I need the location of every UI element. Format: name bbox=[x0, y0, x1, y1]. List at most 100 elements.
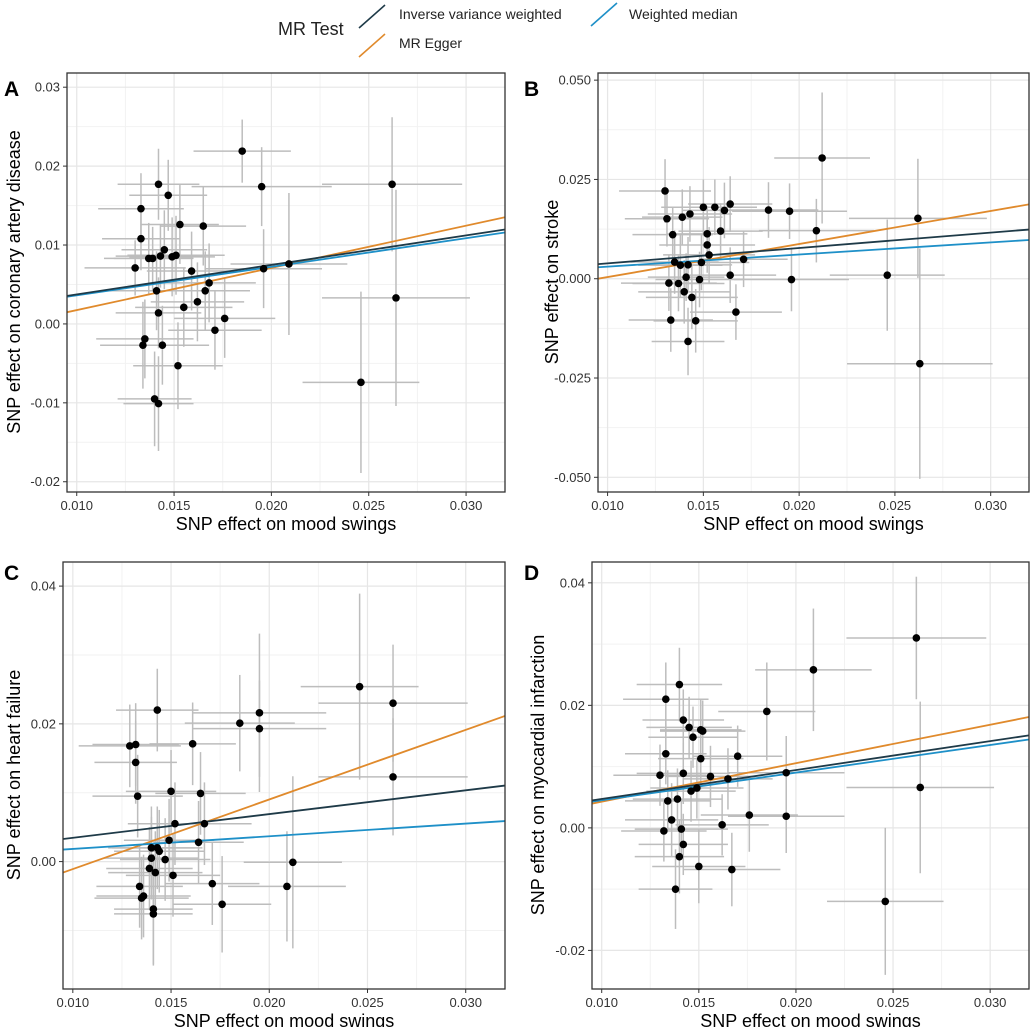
panel-border bbox=[597, 72, 1030, 493]
data-point bbox=[196, 789, 205, 798]
y-tick-label: -0.050 bbox=[554, 470, 591, 485]
panels: 0.010 0.015 0.020 0.025 0.030 -0.02 -0.01 0.00 0… bbox=[4, 72, 1030, 1027]
x-tick-label: 0.015 bbox=[683, 995, 716, 1010]
data-point bbox=[670, 258, 679, 266]
y-tick-label: 0.00 bbox=[35, 316, 60, 331]
data-points bbox=[125, 682, 397, 918]
panel-border bbox=[66, 72, 506, 493]
data-point bbox=[912, 634, 921, 642]
x-tick-label: 0.030 bbox=[449, 995, 482, 1010]
grid bbox=[63, 562, 505, 989]
y-axis-title: SNP effect on myocardial infarction bbox=[528, 635, 548, 915]
data-point bbox=[724, 775, 732, 783]
panel-border bbox=[62, 561, 506, 990]
y-tick-label: 0.00 bbox=[31, 854, 56, 869]
data-point bbox=[180, 303, 188, 312]
data-point bbox=[818, 154, 826, 162]
data-point bbox=[668, 230, 677, 239]
data-point bbox=[194, 838, 203, 847]
data-point bbox=[165, 836, 173, 845]
legend-key-mr-egger bbox=[358, 33, 386, 58]
data-point bbox=[283, 882, 291, 891]
data-point bbox=[674, 279, 683, 288]
y-tick-label: -0.01 bbox=[30, 395, 60, 410]
data-point bbox=[152, 286, 161, 295]
data-points bbox=[131, 147, 400, 408]
data-point bbox=[255, 724, 264, 733]
y-tick-label: 0.04 bbox=[31, 579, 56, 594]
data-point bbox=[676, 261, 685, 270]
data-point bbox=[355, 682, 364, 691]
x-tick-label: 0.015 bbox=[158, 498, 191, 513]
data-point bbox=[691, 317, 700, 325]
x-axis-title: SNP effect on mood swings bbox=[700, 1011, 920, 1027]
data-point bbox=[782, 768, 791, 777]
axes: 0.010 0.015 0.020 0.025 0.030 -0.02 0.00 0.02 0.… bbox=[528, 575, 1006, 1027]
data-point bbox=[682, 273, 690, 281]
data-point bbox=[687, 787, 695, 795]
x-tick-label: 0.020 bbox=[783, 498, 816, 513]
y-axis-title: SNP effect on stroke bbox=[542, 200, 562, 364]
data-point bbox=[172, 251, 180, 260]
data-point bbox=[161, 855, 169, 864]
panel-a: 0.010 0.015 0.020 0.025 0.030 -0.02 -0.01 0.00 0… bbox=[4, 72, 506, 534]
data-point bbox=[720, 206, 729, 215]
x-tick-label: 0.010 bbox=[60, 498, 93, 513]
x-axis-title: SNP effect on mood swings bbox=[703, 514, 923, 534]
x-tick-label: 0.030 bbox=[450, 498, 483, 513]
line-weighted-median bbox=[598, 239, 1029, 269]
data-point bbox=[764, 206, 773, 214]
data-point bbox=[169, 871, 177, 880]
data-point bbox=[662, 695, 670, 704]
line-mr-egger bbox=[63, 715, 505, 874]
x-tick-label: 0.030 bbox=[974, 995, 1007, 1010]
data-point bbox=[199, 222, 208, 230]
grid bbox=[598, 73, 1029, 492]
data-point bbox=[726, 200, 734, 208]
x-axis-title: SNP effect on mood swings bbox=[174, 1011, 394, 1027]
x-axis-title: SNP effect on mood swings bbox=[176, 514, 396, 534]
data-point bbox=[739, 255, 748, 264]
data-point bbox=[133, 792, 142, 800]
panel-border bbox=[591, 561, 1030, 990]
x-tick-label: 0.015 bbox=[155, 995, 188, 1010]
x-tick-label: 0.025 bbox=[877, 995, 910, 1010]
data-point bbox=[135, 882, 144, 891]
y-tick-label: -0.025 bbox=[554, 371, 591, 386]
x-tick-label: 0.025 bbox=[879, 498, 912, 513]
data-point bbox=[695, 275, 704, 284]
x-tick-label: 0.020 bbox=[255, 498, 288, 513]
y-tick-label: 0.00 bbox=[560, 820, 585, 835]
x-tick-label: 0.020 bbox=[253, 995, 286, 1010]
data-point bbox=[200, 819, 209, 828]
data-point bbox=[137, 204, 145, 213]
data-point bbox=[785, 207, 794, 216]
data-point bbox=[787, 275, 796, 284]
line-weighted-median bbox=[63, 820, 505, 851]
data-point bbox=[154, 309, 163, 317]
panel-b: 0.010 0.015 0.020 0.025 0.030 -0.050 -0.025 0.0… bbox=[524, 72, 1030, 534]
data-point bbox=[160, 245, 169, 254]
data-point bbox=[705, 251, 713, 259]
data-point bbox=[392, 294, 400, 302]
data-point bbox=[141, 335, 149, 343]
data-point bbox=[914, 214, 922, 223]
data-point bbox=[678, 213, 687, 221]
data-point bbox=[916, 359, 924, 368]
y-tick-label: -0.02 bbox=[555, 943, 585, 958]
data-point bbox=[145, 864, 154, 873]
data-point bbox=[137, 234, 145, 243]
data-point bbox=[171, 819, 179, 828]
data-point bbox=[147, 844, 156, 852]
y-axis-title: SNP effect on heart failure bbox=[4, 670, 24, 880]
data-point bbox=[357, 378, 365, 387]
data-point bbox=[187, 267, 196, 275]
panel-letter: B bbox=[524, 78, 539, 101]
data-point bbox=[389, 773, 397, 781]
data-point bbox=[125, 742, 134, 750]
y-tick-label: 0.01 bbox=[35, 238, 60, 253]
data-point bbox=[259, 264, 268, 273]
axes: 0.010 0.015 0.020 0.025 0.030 -0.02 -0.01 0.00 0… bbox=[4, 80, 482, 534]
data-point bbox=[684, 261, 692, 269]
grid bbox=[67, 73, 505, 492]
